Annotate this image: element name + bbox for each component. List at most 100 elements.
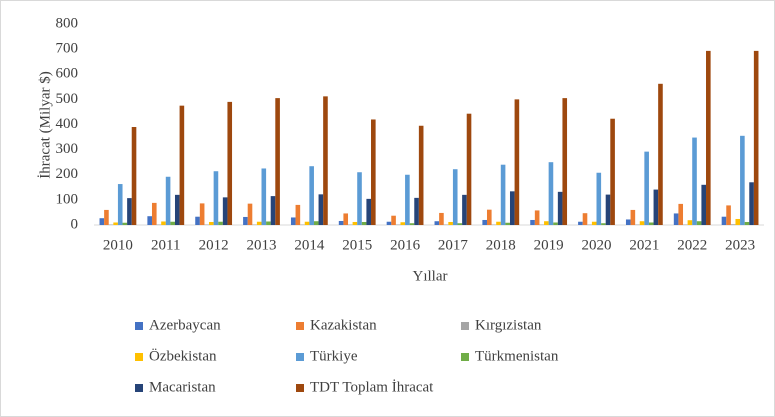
- bar: [409, 223, 415, 225]
- x-tick-label: 2016: [390, 237, 421, 253]
- bar: [514, 99, 520, 225]
- x-tick-label: 2010: [103, 237, 133, 253]
- bar: [127, 198, 132, 225]
- bar: [117, 184, 123, 225]
- x-tick-label: 2023: [725, 237, 755, 253]
- x-tick-label: 2020: [582, 237, 612, 253]
- legend-label: Macaristan: [149, 379, 216, 395]
- bar: [227, 101, 233, 225]
- legend-label: Türkmenistan: [475, 348, 559, 364]
- bar: [323, 96, 328, 225]
- bar: [496, 221, 501, 225]
- bar: [486, 209, 492, 225]
- bar: [213, 171, 219, 225]
- bar: [395, 224, 401, 225]
- bar: [275, 98, 280, 225]
- bar: [195, 216, 200, 225]
- bar: [466, 113, 472, 225]
- bar: [726, 205, 731, 225]
- bar: [610, 118, 615, 225]
- bar: [491, 224, 497, 225]
- bar: [452, 169, 458, 225]
- bar: [108, 224, 114, 225]
- bar: [605, 194, 611, 225]
- x-tick-label: 2021: [629, 237, 659, 253]
- bar: [348, 224, 353, 225]
- legend-swatch: [296, 353, 304, 361]
- y-tick-label: 500: [56, 91, 79, 107]
- bar: [361, 221, 367, 225]
- legend-swatch: [135, 353, 143, 361]
- bar: [131, 127, 137, 225]
- bar: [391, 215, 396, 225]
- y-tick-label: 800: [56, 15, 79, 31]
- bar: [701, 184, 707, 225]
- bar: [113, 222, 118, 225]
- bar: [371, 119, 376, 225]
- bar: [753, 50, 759, 225]
- bar: [147, 216, 152, 225]
- bar: [548, 162, 554, 225]
- bar: [601, 223, 606, 225]
- x-tick-label: 2015: [342, 237, 372, 253]
- bar: [553, 222, 558, 225]
- bar: [744, 221, 750, 225]
- bar: [256, 221, 262, 225]
- x-tick-label: 2022: [677, 237, 707, 253]
- bar: [534, 210, 540, 225]
- bar: [539, 224, 545, 225]
- bar: [439, 212, 444, 225]
- bar: [530, 219, 535, 225]
- y-tick-label: 300: [56, 141, 79, 157]
- bar: [174, 194, 180, 225]
- bar: [509, 191, 515, 225]
- bar: [309, 166, 314, 225]
- bar: [443, 224, 449, 225]
- bar: [587, 224, 592, 225]
- x-tick-label: 2014: [294, 237, 325, 253]
- bar: [204, 224, 210, 225]
- bar: [414, 197, 419, 225]
- bar: [730, 224, 736, 225]
- bar: [625, 219, 631, 225]
- bar: [457, 223, 463, 225]
- bar: [418, 125, 424, 225]
- bar: [313, 221, 319, 225]
- bar: [386, 221, 392, 225]
- bar: [562, 98, 568, 225]
- bar: [434, 221, 440, 225]
- bar: [156, 224, 162, 225]
- x-tick-label: 2019: [534, 237, 564, 253]
- bar: [209, 221, 214, 225]
- y-tick-label: 0: [71, 216, 79, 232]
- bar: [295, 204, 301, 225]
- bar: [222, 197, 228, 225]
- x-tick-label: 2012: [199, 237, 229, 253]
- bar: [104, 209, 109, 225]
- legend-swatch: [296, 322, 304, 330]
- x-tick-label: 2018: [486, 237, 516, 253]
- bar: [266, 221, 271, 225]
- bar: [740, 135, 745, 225]
- bar: [352, 221, 358, 225]
- legend-swatch: [135, 322, 143, 330]
- bar: [692, 137, 697, 225]
- x-tick-label: 2017: [438, 237, 469, 253]
- bar: [243, 216, 248, 225]
- bar: [635, 224, 640, 225]
- legend-label: Özbekistan: [149, 347, 217, 364]
- bar: [482, 219, 487, 225]
- bar: [338, 220, 344, 225]
- bar: [290, 217, 296, 225]
- bar: [735, 218, 741, 225]
- bar: [218, 221, 223, 225]
- bar: [270, 196, 276, 225]
- bar: [687, 220, 693, 225]
- legend-swatch: [135, 384, 143, 392]
- x-axis-label: Yıllar: [413, 268, 448, 284]
- bar: [179, 105, 185, 225]
- bar: [161, 221, 166, 225]
- bar: [448, 221, 453, 225]
- bar: [557, 191, 563, 225]
